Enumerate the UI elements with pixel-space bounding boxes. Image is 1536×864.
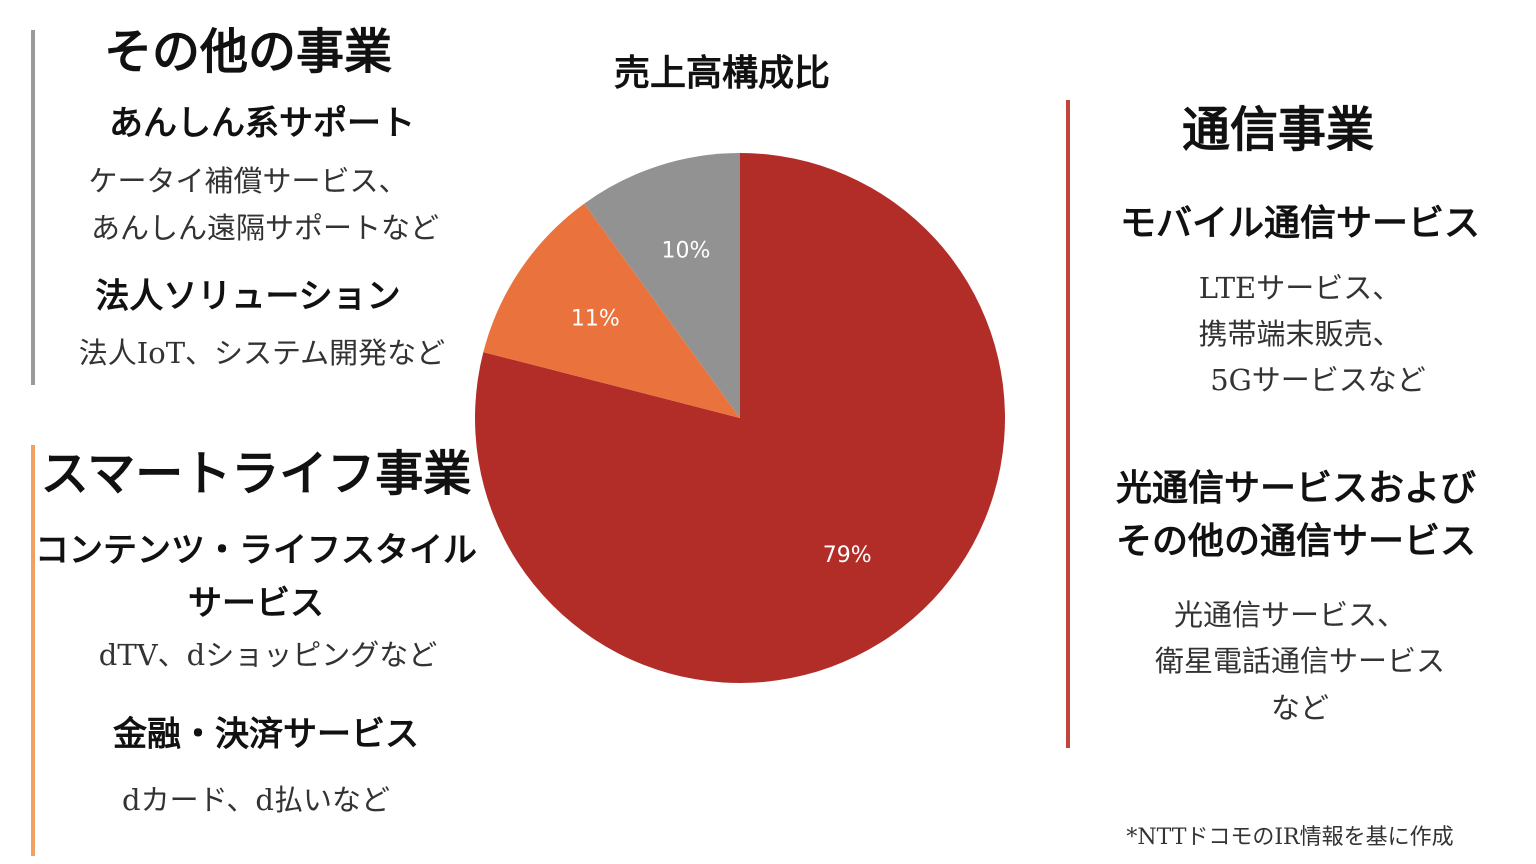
item-heading: 光通信サービスおよび xyxy=(1116,468,1476,509)
item-heading: サービス xyxy=(188,584,324,624)
item-heading: モバイル通信サービス xyxy=(1120,203,1480,244)
item-heading: あんしん系サポート xyxy=(109,104,415,144)
item-heading: コンテンツ・ライフスタイル xyxy=(35,531,477,571)
panel-title: その他の事業 xyxy=(104,24,392,80)
item-text: ケータイ補償サービス、 xyxy=(88,164,407,198)
slice-label: 10% xyxy=(661,239,710,264)
footnote: *NTTドコモのIR情報を基に作成 xyxy=(1126,825,1453,850)
item-text: 5Gサービスなど xyxy=(1210,363,1426,397)
item-text: あんしん遠隔サポートなど xyxy=(91,211,439,245)
item-text: dカード、d払いなど xyxy=(122,783,390,817)
slice-label: 11% xyxy=(571,307,620,332)
item-text: LTEサービス、 xyxy=(1199,271,1401,305)
panel-title: スマートライフ事業 xyxy=(41,446,472,502)
item-text: 法人IoT、システム開発など xyxy=(79,336,445,370)
item-heading: 金融・決済サービス xyxy=(112,715,419,755)
item-text: dTV、dショッピングなど xyxy=(99,638,437,672)
item-text: 光通信サービス、 xyxy=(1174,598,1406,632)
slice-label: 79% xyxy=(823,543,872,568)
item-text: 携帯端末販売、 xyxy=(1198,317,1401,351)
item-heading: その他の通信サービス xyxy=(1116,521,1476,562)
item-text: 衛星電話通信サービス xyxy=(1155,644,1445,678)
item-heading: 法人ソリューション xyxy=(95,277,400,317)
panel-title: 通信事業 xyxy=(1182,102,1374,158)
item-text: など xyxy=(1271,691,1329,725)
chart-title: 売上高構成比 xyxy=(614,53,830,94)
pie-slice xyxy=(483,203,740,418)
pie-slice xyxy=(584,153,740,418)
